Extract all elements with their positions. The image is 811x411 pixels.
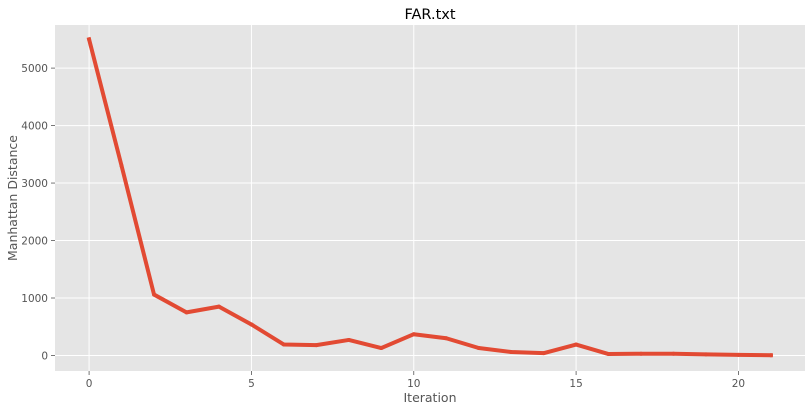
data-point — [736, 352, 741, 357]
x-tick-label: 0 — [86, 378, 93, 390]
x-axis-ticks: 0 5 10 15 20 — [86, 371, 745, 390]
data-point — [379, 346, 384, 351]
data-point — [411, 332, 416, 337]
series-group — [86, 36, 773, 358]
data-point — [444, 336, 449, 341]
chart-title: FAR.txt — [404, 7, 455, 23]
data-point — [346, 337, 351, 342]
x-tick-label: 10 — [407, 378, 420, 390]
data-point — [768, 353, 773, 358]
y-tick-label: 3000 — [21, 178, 48, 190]
y-tick-label: 1000 — [21, 293, 48, 305]
data-point — [119, 163, 124, 168]
data-point — [87, 37, 92, 42]
data-point — [184, 310, 189, 315]
x-tick-label: 15 — [569, 378, 582, 390]
y-axis-ticks: 0 1000 2000 3000 4000 5000 — [21, 63, 55, 362]
y-axis-label: Manhattan Distance — [5, 135, 20, 261]
data-point — [703, 352, 708, 357]
data-point — [509, 350, 514, 355]
x-axis-label: Iteration — [403, 390, 456, 405]
data-point — [574, 342, 579, 347]
grid-lines — [55, 25, 805, 371]
y-tick-label: 4000 — [21, 121, 48, 133]
y-tick-label: 0 — [41, 350, 48, 362]
data-point — [314, 343, 319, 348]
data-point — [216, 304, 221, 309]
data-point — [671, 351, 676, 356]
plot-area — [55, 25, 805, 371]
x-tick-label: 20 — [732, 378, 745, 390]
data-point — [639, 351, 644, 356]
y-tick-label: 2000 — [21, 236, 48, 248]
data-point — [281, 342, 286, 347]
data-point — [476, 346, 481, 351]
data-point — [541, 351, 546, 356]
series-line — [86, 36, 773, 358]
y-tick-label: 5000 — [21, 63, 48, 75]
data-point — [152, 292, 157, 297]
data-point — [606, 352, 611, 357]
data-point — [249, 322, 254, 327]
x-tick-label: 5 — [248, 378, 255, 390]
